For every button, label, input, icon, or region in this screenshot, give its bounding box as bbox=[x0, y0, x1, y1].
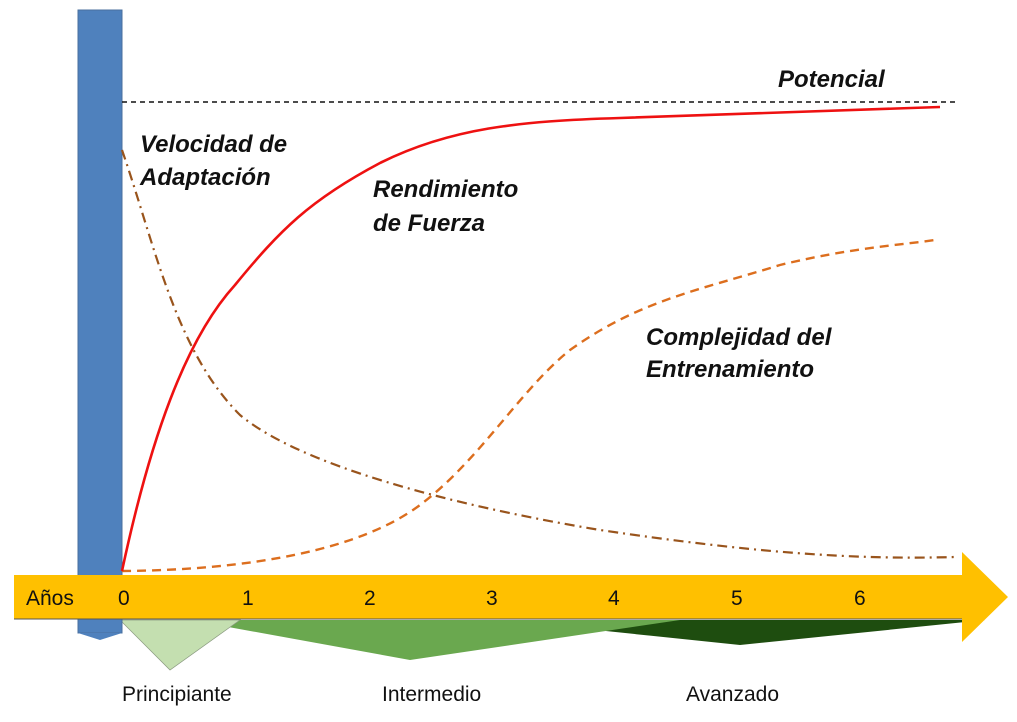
tick-0: 0 bbox=[118, 587, 130, 610]
complejidad-label-line1: Complejidad del bbox=[646, 324, 833, 351]
principiante-triangle bbox=[119, 619, 242, 671]
axis-name: Años bbox=[26, 587, 74, 610]
years-arrow bbox=[14, 552, 1008, 642]
intermedio-triangle bbox=[190, 620, 680, 660]
start-bar bbox=[77, 9, 123, 634]
velocidad-label-line1: Velocidad de bbox=[140, 131, 287, 158]
tick-6: 6 bbox=[854, 587, 866, 610]
velocidad-label-line2: Adaptación bbox=[139, 164, 271, 191]
velocidad-curve bbox=[120, 149, 956, 559]
complejidad-label-line2: Entrenamiento bbox=[646, 356, 814, 383]
level-intermedio: Intermedio bbox=[382, 683, 481, 706]
tick-2: 2 bbox=[364, 587, 376, 610]
tick-4: 4 bbox=[608, 587, 620, 610]
start-bar-tip bbox=[78, 633, 122, 640]
complejidad-curve bbox=[121, 238, 936, 573]
level-principiante: Principiante bbox=[122, 683, 232, 706]
tick-1: 1 bbox=[242, 587, 254, 610]
level-avanzado: Avanzado bbox=[686, 683, 779, 706]
rendimiento-label-line2: de Fuerza bbox=[373, 210, 485, 237]
rendimiento-label-line1: Rendimiento bbox=[373, 176, 518, 203]
rendimiento-curve bbox=[120, 105, 941, 572]
potencial-label: Potencial bbox=[778, 66, 886, 93]
tick-3: 3 bbox=[486, 587, 498, 610]
tick-5: 5 bbox=[731, 587, 743, 610]
